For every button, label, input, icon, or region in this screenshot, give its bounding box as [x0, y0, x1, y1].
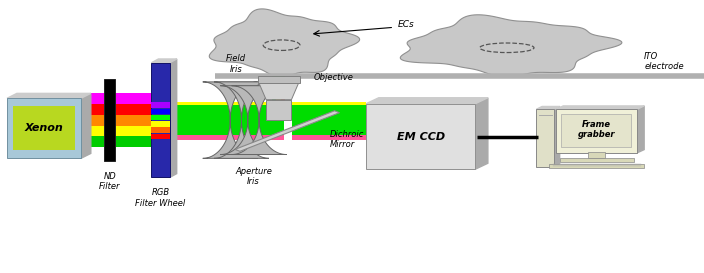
Polygon shape [556, 106, 644, 109]
Polygon shape [214, 82, 269, 158]
Bar [115, 126, 151, 136]
Bar [173, 105, 284, 135]
Bar [81, 126, 104, 136]
Bar [81, 93, 104, 104]
Polygon shape [7, 93, 91, 98]
Polygon shape [209, 9, 360, 77]
Text: Objective: Objective [314, 73, 354, 82]
Text: ND
Filter: ND Filter [99, 172, 120, 191]
Bar [151, 63, 170, 177]
Bar [115, 136, 151, 147]
Bar [281, 98, 285, 120]
Text: Dichroic
Mirror: Dichroic Mirror [329, 129, 364, 149]
Bar [81, 136, 104, 147]
Text: ECs: ECs [398, 20, 415, 29]
Polygon shape [170, 59, 177, 177]
Text: Frame
grabber: Frame grabber [578, 120, 615, 140]
Bar [272, 76, 285, 120]
Bar [589, 152, 605, 158]
Bar [151, 115, 170, 120]
Polygon shape [81, 93, 91, 158]
Bar [151, 102, 170, 108]
Polygon shape [259, 83, 298, 100]
Bar [366, 104, 475, 169]
Bar [115, 93, 151, 104]
Bar [115, 115, 151, 126]
Bar [258, 76, 300, 83]
Bar [292, 105, 366, 135]
Text: Aperture
Iris: Aperture Iris [235, 167, 272, 186]
Bar [13, 106, 75, 150]
Bar [115, 104, 151, 115]
Bar [151, 127, 170, 133]
Bar [7, 98, 81, 158]
Bar [173, 135, 284, 140]
Polygon shape [151, 59, 177, 63]
Text: Field
Iris: Field Iris [226, 54, 246, 74]
Polygon shape [203, 82, 258, 158]
Bar [292, 102, 366, 105]
Bar [81, 115, 104, 126]
Text: Xenon: Xenon [25, 123, 63, 133]
Bar [536, 109, 554, 167]
Polygon shape [554, 106, 560, 167]
Bar [151, 134, 170, 139]
Polygon shape [235, 111, 339, 151]
Text: EM CCD: EM CCD [396, 132, 445, 141]
Polygon shape [637, 106, 644, 153]
Bar [81, 104, 104, 115]
Bar [151, 109, 170, 114]
Text: ITO
electrode: ITO electrode [644, 52, 684, 71]
Polygon shape [232, 86, 287, 155]
Bar [173, 102, 284, 105]
Bar [292, 135, 366, 140]
Polygon shape [401, 15, 622, 77]
Bar [549, 164, 644, 168]
Polygon shape [475, 98, 488, 169]
Bar [104, 79, 115, 161]
Bar [560, 158, 634, 162]
Bar [556, 109, 637, 153]
Bar [151, 121, 170, 127]
Bar [561, 114, 631, 147]
Text: RGB
Filter Wheel: RGB Filter Wheel [135, 188, 186, 208]
Polygon shape [366, 98, 488, 104]
Polygon shape [276, 85, 282, 120]
Polygon shape [220, 86, 275, 155]
Bar [266, 100, 291, 120]
Polygon shape [536, 106, 560, 109]
